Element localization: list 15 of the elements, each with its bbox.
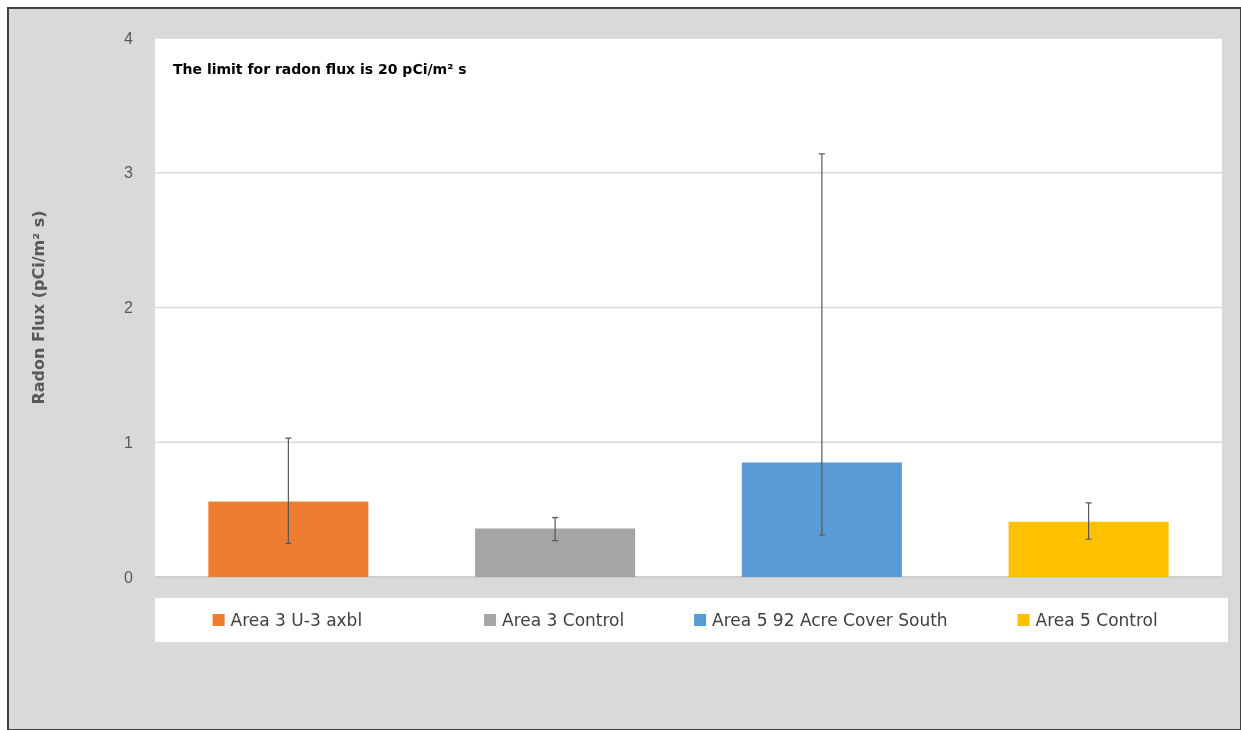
bar: [741, 462, 902, 577]
y-tick-label: 1: [124, 433, 134, 451]
y-tick-label: 2: [124, 299, 134, 317]
bar: [1008, 521, 1169, 577]
bar: [475, 528, 636, 577]
y-axis-title: Radon Flux (pCi/m² s): [29, 210, 48, 405]
legend-label: Area 3 Control: [502, 610, 625, 630]
legend-label: Area 3 U-3 axbl: [230, 610, 363, 630]
bar: [208, 501, 369, 577]
legend-label: Area 5 92 Acre Cover South: [712, 610, 948, 630]
annotation: The limit for radon flux is 20 pCi/m² s: [173, 61, 467, 77]
y-tick-label: 0: [124, 568, 134, 586]
y-tick-label: 3: [124, 164, 134, 182]
legend-label: Area 5 Control: [1035, 610, 1158, 630]
y-tick-label: 4: [124, 29, 134, 47]
